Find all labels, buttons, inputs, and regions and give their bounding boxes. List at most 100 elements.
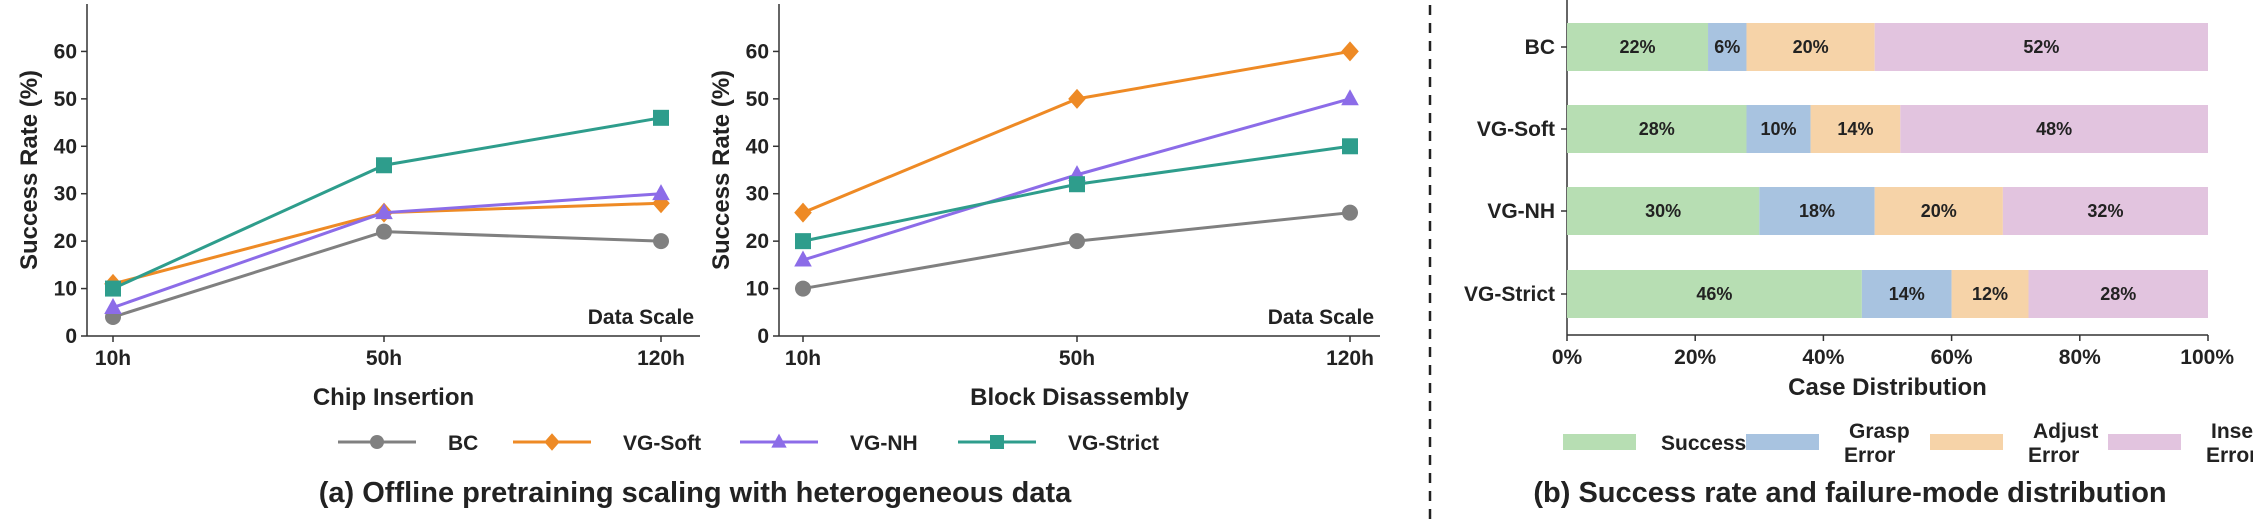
bar-label-vg-strict-insert-error: 28%: [2100, 284, 2136, 304]
point-bc-120h: [1342, 204, 1358, 221]
bar-label-vg-soft-grasp-error: 10%: [1761, 119, 1797, 139]
point-bc-10h: [795, 280, 811, 297]
point-vg-strict-10h: [105, 280, 121, 297]
point-vg-strict-120h: [1342, 138, 1358, 155]
bar-label-vg-soft-insert-error: 48%: [2036, 119, 2072, 139]
x-tick-label: 80%: [2059, 346, 2101, 369]
bar-vg-soft-adjust-error: [1810, 105, 1901, 153]
x-tick-label: 40%: [1802, 346, 1844, 369]
legend-label-vg-nh: VG-NH: [850, 432, 918, 455]
bar-label-bc-adjust-error: 20%: [1793, 37, 1829, 57]
bar-label-vg-strict-adjust-error: 12%: [1972, 284, 2008, 304]
y-axis-title: Success Rate (%): [708, 70, 735, 270]
x-tick-label: 20%: [1674, 346, 1716, 369]
x-tick-label: 100%: [2180, 346, 2234, 369]
bar-vg-nh-adjust-error: [1874, 187, 2003, 235]
bar-label-vg-strict-grasp-error: 14%: [1889, 284, 1925, 304]
x-axis-title: Chip Insertion: [313, 384, 474, 411]
bar-bc-grasp-error: [1708, 23, 1747, 71]
y-tick-label: 0: [757, 325, 769, 348]
bar-vg-nh-insert-error: [2002, 187, 2208, 235]
failure-distribution-chart: 0% 20% 40% 60% 80% 100% Case Distribution BC 22%…: [1464, 0, 2234, 401]
legend-label-success: Success: [1661, 432, 1746, 455]
point-vg-strict-10h: [795, 233, 811, 250]
bar-vg-strict-success: [1567, 270, 1862, 318]
legend-swatch-insert-error: [2108, 434, 2181, 450]
bar-label-vg-soft-adjust-error: 14%: [1837, 119, 1873, 139]
y-tick-label: 30: [746, 183, 769, 206]
category-label-vg-nh: VG-NH: [1487, 200, 1555, 223]
point-vg-strict-120h: [653, 109, 669, 126]
series-line-vg-strict: [802, 144, 1351, 243]
bar-bc-insert-error: [1874, 23, 2208, 71]
point-vg-nh-120h: [652, 184, 670, 201]
bar-label-bc-insert-error: 52%: [2023, 37, 2059, 57]
x-tick-label: 50h: [366, 347, 402, 370]
block-disassembly-chart: 0 10 20 30 40 50 60 10h 50h 120h Block Disassembly…: [708, 4, 1380, 411]
x-tick-label: 0%: [1552, 346, 1583, 369]
legend-swatch-success: [1563, 434, 1636, 450]
x-tick-label: 120h: [1326, 347, 1374, 370]
bar-vg-nh-success: [1567, 187, 1760, 235]
bar-vg-strict-adjust-error: [1951, 270, 2029, 318]
line-legend: BC VG-Soft VG-NH VG-Strict: [338, 432, 1159, 455]
bar-vg-strict-grasp-error: [1861, 270, 1952, 318]
caption-b: (b) Success rate and failure-mode distri…: [1533, 477, 2166, 509]
bar-label-bc-grasp-error: 6%: [1714, 37, 1740, 57]
y-tick-label: 60: [54, 40, 77, 63]
point-vg-strict-50h: [1069, 176, 1085, 193]
x-tick-label: 10h: [785, 347, 821, 370]
point-bc-50h: [1069, 233, 1085, 250]
bar-vg-soft-grasp-error: [1746, 105, 1811, 153]
y-tick-label: 20: [54, 230, 77, 253]
point-vg-soft-10h: [794, 202, 812, 223]
bar-vg-soft-insert-error: [1900, 105, 2208, 153]
point-vg-soft-120h: [652, 193, 670, 214]
bar-label-vg-nh-grasp-error: 18%: [1799, 201, 1835, 221]
chip-insertion-chart: 0 10 20 30 40 50 60 10h 50h 120h Chip Insertion Suc…: [16, 4, 700, 411]
point-vg-soft-120h: [1341, 41, 1359, 62]
point-vg-nh-10h: [794, 250, 812, 267]
legend-marker-vg-strict: [990, 435, 1004, 449]
y-tick-label: 20: [746, 230, 769, 253]
y-tick-label: 50: [54, 88, 77, 111]
x-tick-label: 60%: [1931, 346, 1973, 369]
bar-bc-success: [1567, 23, 1709, 71]
bar-label-vg-nh-adjust-error: 20%: [1921, 201, 1957, 221]
point-bc-120h: [653, 233, 669, 250]
data-scale-label: Data Scale: [588, 306, 694, 329]
point-vg-nh-10h: [104, 297, 122, 314]
x-tick-label: 50h: [1059, 347, 1095, 370]
x-axis-title: Case Distribution: [1788, 374, 1987, 401]
y-tick-label: 0: [65, 325, 77, 348]
bar-vg-nh-grasp-error: [1759, 187, 1875, 235]
category-label-vg-soft: VG-Soft: [1477, 118, 1555, 141]
series-line-bc: [112, 230, 662, 319]
legend-swatch-adjust-error: [1930, 434, 2003, 450]
legend-label-vg-strict: VG-Strict: [1068, 432, 1159, 455]
category-label-bc: BC: [1525, 36, 1555, 59]
legend-swatch-grasp-error: [1746, 434, 1819, 450]
legend-marker-bc: [370, 435, 384, 449]
y-tick-label: 10: [54, 278, 77, 301]
y-axis-title: Success Rate (%): [16, 70, 43, 270]
y-tick-label: 40: [54, 135, 77, 158]
legend-marker-vg-soft: [544, 433, 560, 451]
bar-bc-adjust-error: [1746, 23, 1875, 71]
legend-label-grasp-error: Grasp Error: [1844, 420, 1910, 467]
category-label-vg-strict: VG-Strict: [1464, 283, 1555, 306]
point-bc-50h: [376, 223, 392, 240]
x-tick-label: 10h: [95, 347, 131, 370]
x-axis-title: Block Disassembly: [970, 384, 1189, 411]
data-scale-label: Data Scale: [1268, 306, 1374, 329]
legend-label-vg-soft: VG-Soft: [623, 432, 701, 455]
bar-label-vg-soft-success: 28%: [1639, 119, 1675, 139]
point-vg-nh-50h: [375, 203, 393, 220]
point-vg-strict-50h: [376, 157, 392, 174]
y-tick-label: 60: [746, 40, 769, 63]
y-tick-label: 40: [746, 135, 769, 158]
legend-label-insert-error: InsertError: [2206, 420, 2253, 467]
bar-label-vg-nh-success: 30%: [1645, 201, 1681, 221]
bar-label-bc-success: 22%: [1619, 37, 1655, 57]
